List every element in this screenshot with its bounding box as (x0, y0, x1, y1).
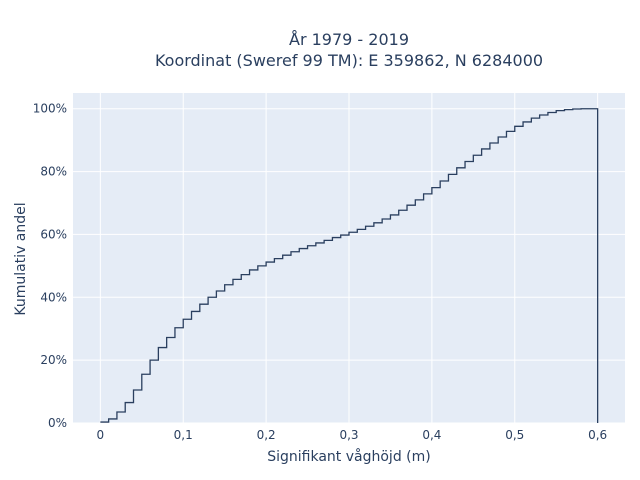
data-point (588, 107, 591, 110)
data-point (248, 268, 251, 271)
y-tick-label: 20% (40, 353, 67, 367)
y-tick-label: 80% (40, 165, 67, 179)
y-tick-label: 0% (48, 416, 67, 430)
data-point (165, 336, 168, 339)
x-tick-label: 0 (97, 428, 105, 442)
data-point (488, 141, 491, 144)
data-point (530, 117, 533, 120)
data-point (240, 273, 243, 276)
data-point (538, 114, 541, 117)
data-point (207, 296, 210, 299)
data-point (149, 359, 152, 362)
x-tick-label: 0,2 (257, 428, 276, 442)
data-point (546, 111, 549, 114)
y-tick-label: 40% (40, 290, 67, 304)
data-point (356, 228, 359, 231)
data-point (563, 108, 566, 111)
data-point (190, 310, 193, 313)
data-point (306, 244, 309, 247)
data-point (397, 209, 400, 212)
data-point (331, 236, 334, 239)
x-axis-title: Signifikant våghöjd (m) (267, 448, 430, 465)
data-point (99, 421, 102, 424)
axis-ticks: 0 0,1 0,2 0,3 0,4 0,5 0,6 0% 20% 40% 60% 80% 100% (33, 102, 608, 442)
data-point (389, 213, 392, 216)
data-point (132, 389, 135, 392)
data-point (157, 346, 160, 349)
chart-title-line-2: Koordinat (Sweref 99 TM): E 359862, N 62… (155, 51, 543, 70)
data-point (439, 180, 442, 183)
data-point (555, 109, 558, 112)
data-point (289, 250, 292, 253)
series-layer (99, 107, 599, 424)
data-point (480, 147, 483, 150)
data-point (198, 303, 201, 306)
data-point (381, 218, 384, 221)
data-point (571, 108, 574, 111)
data-point (447, 173, 450, 176)
x-tick-label: 0,1 (174, 428, 193, 442)
data-point (406, 204, 409, 207)
data-point (414, 198, 417, 201)
y-axis-title: Kumulativ andel (13, 202, 29, 315)
data-point (596, 107, 599, 110)
x-tick-label: 0,3 (339, 428, 358, 442)
data-point (522, 120, 525, 123)
data-point (422, 192, 425, 195)
data-point (281, 254, 284, 257)
data-point (107, 417, 110, 420)
data-point (372, 221, 375, 224)
data-point (298, 247, 301, 250)
data-point (464, 160, 467, 163)
data-point (182, 318, 185, 321)
ecdf-step-line (100, 108, 599, 423)
data-point (115, 411, 118, 414)
data-point (124, 401, 127, 404)
data-point (173, 326, 176, 329)
data-point (430, 186, 433, 189)
chart-title-line-1: År 1979 - 2019 (289, 30, 409, 49)
y-tick-label: 60% (40, 227, 67, 241)
data-point (223, 283, 226, 286)
data-point (215, 290, 218, 293)
x-tick-label: 0,5 (505, 428, 524, 442)
x-tick-label: 0,6 (588, 428, 607, 442)
data-point (455, 166, 458, 169)
data-point (348, 231, 351, 234)
data-point (314, 241, 317, 244)
data-point (364, 225, 367, 228)
data-point (580, 107, 583, 110)
data-point (323, 239, 326, 242)
data-point (273, 257, 276, 260)
data-point (513, 125, 516, 128)
data-point (472, 154, 475, 157)
data-point (256, 264, 259, 267)
data-point (140, 373, 143, 376)
data-point (265, 261, 268, 264)
x-tick-label: 0,4 (422, 428, 441, 442)
data-point (497, 136, 500, 139)
data-point (339, 234, 342, 237)
data-point (505, 130, 508, 133)
y-tick-label: 100% (33, 102, 67, 116)
data-point (231, 278, 234, 281)
